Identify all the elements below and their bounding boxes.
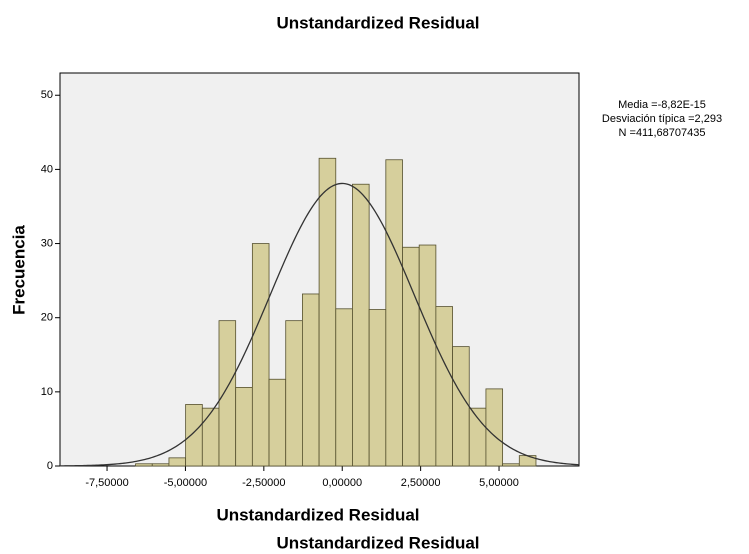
bar (352, 183, 370, 467)
x-tick-label: -7,50000 (85, 477, 128, 489)
bar (418, 244, 437, 467)
y-tick-label: 0 (47, 460, 53, 472)
bar (201, 407, 220, 467)
y-tick-label: 10 (41, 386, 53, 398)
bar (135, 463, 153, 467)
x-tick-label: -2,50000 (242, 477, 285, 489)
bar (251, 243, 270, 467)
bar (318, 157, 337, 467)
normal-curve (59, 182, 580, 467)
y-axis-label: Frecuencia (9, 225, 28, 315)
stat-label: Media =-8,82E-15 (618, 99, 706, 111)
bar (151, 463, 170, 467)
stat-label: N =411,68707435 (619, 127, 706, 139)
stat-label: Desviación típica =2,293 (602, 113, 722, 125)
bar (402, 246, 420, 467)
y-tick-label: 30 (41, 237, 53, 249)
chart-title: Unstandardized Residual (276, 13, 479, 32)
bar (485, 388, 504, 467)
y-tick-label: 20 (41, 312, 53, 324)
bar (335, 308, 353, 467)
bar (168, 457, 187, 467)
bar (468, 407, 487, 467)
x-tick-label: 0,00000 (322, 477, 362, 489)
bar (218, 320, 237, 467)
bar (268, 378, 287, 467)
bar (302, 293, 320, 467)
y-tick-label: 40 (41, 163, 53, 175)
bar (452, 346, 470, 467)
x-tick-label: -5,00000 (164, 477, 207, 489)
x-tick-label: 5,00000 (479, 477, 519, 489)
x-axis-label: Unstandardized Residual (216, 505, 419, 524)
bar (502, 463, 520, 467)
bar (285, 320, 303, 467)
bar (385, 159, 403, 467)
bar (185, 404, 203, 467)
x-tick-label: 2,50000 (401, 477, 441, 489)
bar (368, 309, 387, 467)
bar (235, 386, 253, 467)
y-tick-label: 50 (41, 89, 53, 101)
footer: Unstandardized Residual (276, 533, 479, 552)
bar (435, 306, 453, 467)
